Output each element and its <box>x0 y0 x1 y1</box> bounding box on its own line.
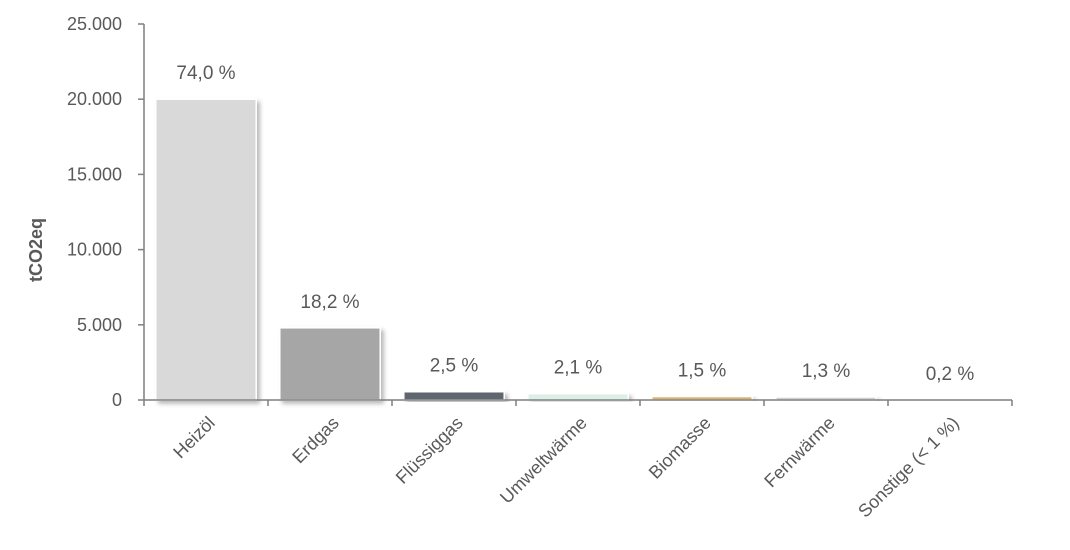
data-label: 74,0 % <box>176 63 235 84</box>
data-label: 0,2 % <box>926 364 975 385</box>
y-tick-label: 25.000 <box>67 14 122 34</box>
bar <box>527 392 629 401</box>
bars-group <box>155 98 877 401</box>
axes-group <box>143 24 1013 406</box>
data-label: 2,1 % <box>554 358 603 379</box>
y-axis-title: tCO2eq <box>26 218 46 282</box>
x-category-label: Umweltwärme <box>496 413 591 508</box>
x-category-label: Sonstige (< 1 %) <box>854 413 963 522</box>
data-label: 1,5 % <box>678 361 727 382</box>
data-label: 18,2 % <box>300 292 359 313</box>
data-label: 2,5 % <box>430 356 479 377</box>
x-category-label: Heizöl <box>169 413 219 463</box>
y-tick-label: 0 <box>112 390 122 410</box>
y-tick-label: 5.000 <box>77 315 122 335</box>
x-category-label: Biomasse <box>645 413 715 483</box>
y-axis-ticks: 0 5.000 10.000 15.000 20.000 25.000 <box>67 14 144 410</box>
bar <box>279 327 381 401</box>
x-category-label: Flüssiggas <box>392 413 467 488</box>
data-label: 1,3 % <box>802 361 851 382</box>
bar <box>155 98 257 401</box>
y-tick-label: 15.000 <box>67 164 122 184</box>
x-category-label: Fernwärme <box>760 413 839 492</box>
bar <box>403 390 505 401</box>
y-tick-label: 20.000 <box>67 89 122 109</box>
category-labels-group: Heizöl Erdgas Flüssiggas Umweltwärme Biomass… <box>169 413 963 522</box>
y-tick-label: 10.000 <box>67 240 122 260</box>
data-labels-group: 74,0 % 18,2 % 2,5 % 2,1 % 1,5 % 1,3 % 0,2 % <box>176 63 974 385</box>
x-category-label: Erdgas <box>288 413 342 467</box>
